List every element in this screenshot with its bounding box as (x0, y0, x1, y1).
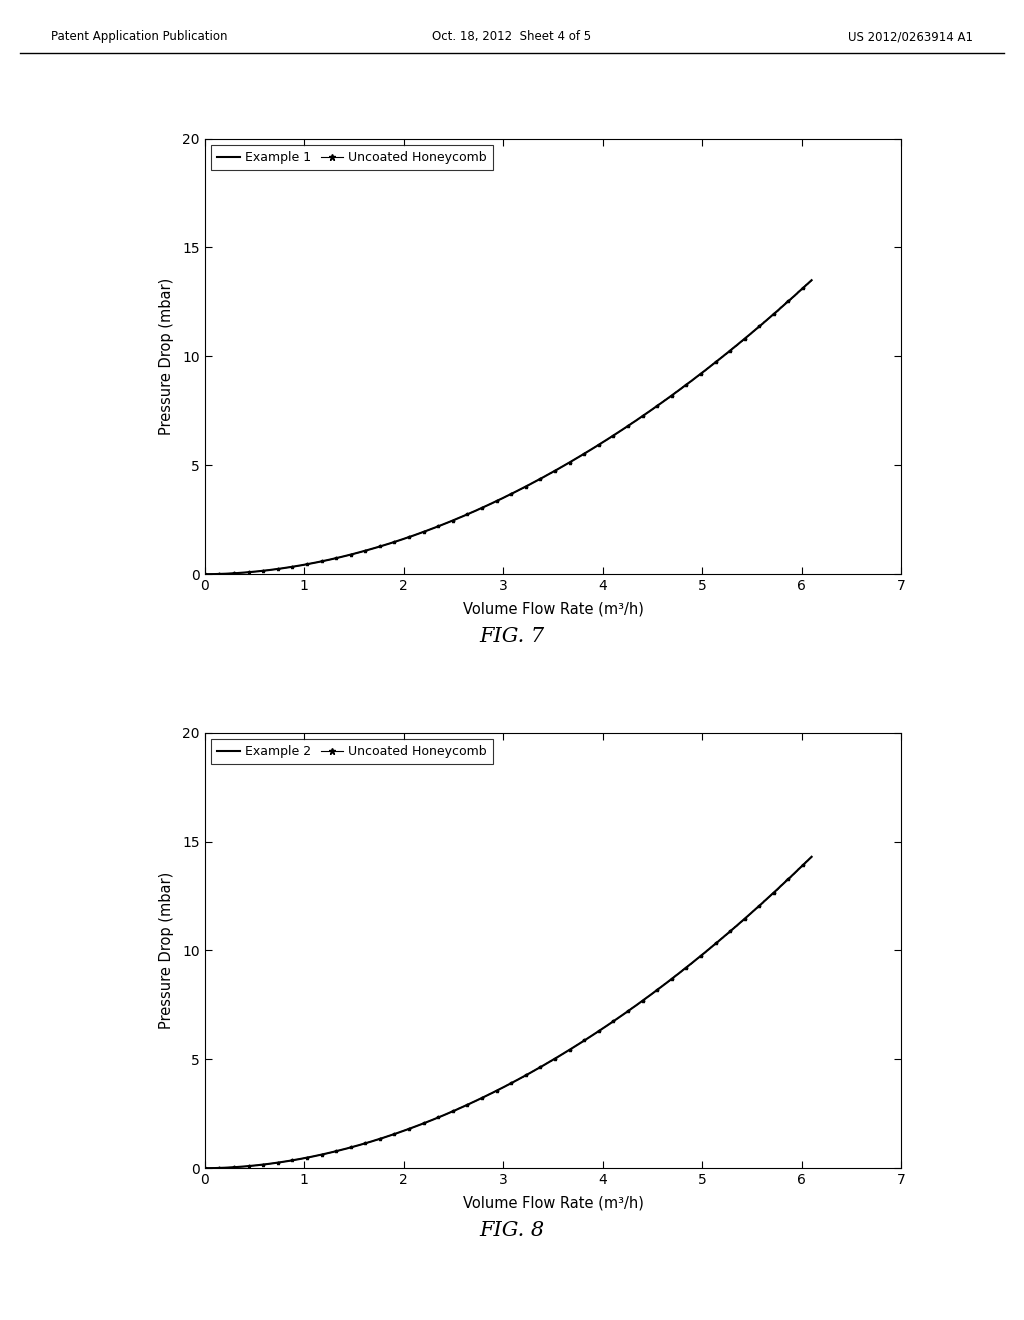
X-axis label: Volume Flow Rate (m³/h): Volume Flow Rate (m³/h) (463, 602, 643, 616)
Text: FIG. 8: FIG. 8 (479, 1221, 545, 1239)
Y-axis label: Pressure Drop (mbar): Pressure Drop (mbar) (159, 277, 174, 436)
Legend: Example 1, Uncoated Honeycomb: Example 1, Uncoated Honeycomb (211, 145, 494, 170)
Text: FIG. 7: FIG. 7 (479, 627, 545, 645)
Text: US 2012/0263914 A1: US 2012/0263914 A1 (848, 30, 973, 44)
X-axis label: Volume Flow Rate (m³/h): Volume Flow Rate (m³/h) (463, 1196, 643, 1210)
Text: Patent Application Publication: Patent Application Publication (51, 30, 227, 44)
Legend: Example 2, Uncoated Honeycomb: Example 2, Uncoated Honeycomb (211, 739, 494, 764)
Text: Oct. 18, 2012  Sheet 4 of 5: Oct. 18, 2012 Sheet 4 of 5 (432, 30, 592, 44)
Y-axis label: Pressure Drop (mbar): Pressure Drop (mbar) (159, 871, 174, 1030)
